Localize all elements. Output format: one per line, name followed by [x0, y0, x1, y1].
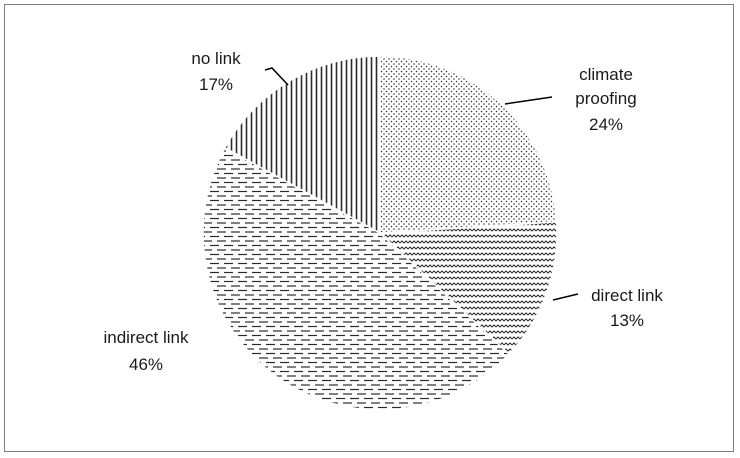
- label-no-link-percent: 17%: [199, 75, 233, 94]
- label-indirect-link-percent: 46%: [129, 355, 163, 374]
- leader-line-climate-proofing: [504, 96, 553, 105]
- leader-line-no-link: [264, 67, 289, 86]
- pie-slice-climate-proofing: [379, 55, 558, 234]
- label-direct-link-percent: 13%: [610, 311, 644, 330]
- leader-line-direct-link: [552, 293, 579, 301]
- label-climate-proofing-percent: 24%: [589, 115, 623, 134]
- label-indirect-link: indirect link: [103, 328, 189, 347]
- label-no-link: no link: [191, 49, 241, 68]
- label-climate-proofing-line2: proofing: [575, 89, 636, 108]
- pie-slice-no-link: [223, 55, 381, 235]
- leader-lines: [264, 67, 579, 301]
- pie-slice-direct-link: [378, 221, 558, 356]
- label-climate-proofing-line1: climate: [579, 65, 633, 84]
- pie-slice-indirect-link: [202, 146, 511, 411]
- label-direct-link: direct link: [591, 286, 663, 305]
